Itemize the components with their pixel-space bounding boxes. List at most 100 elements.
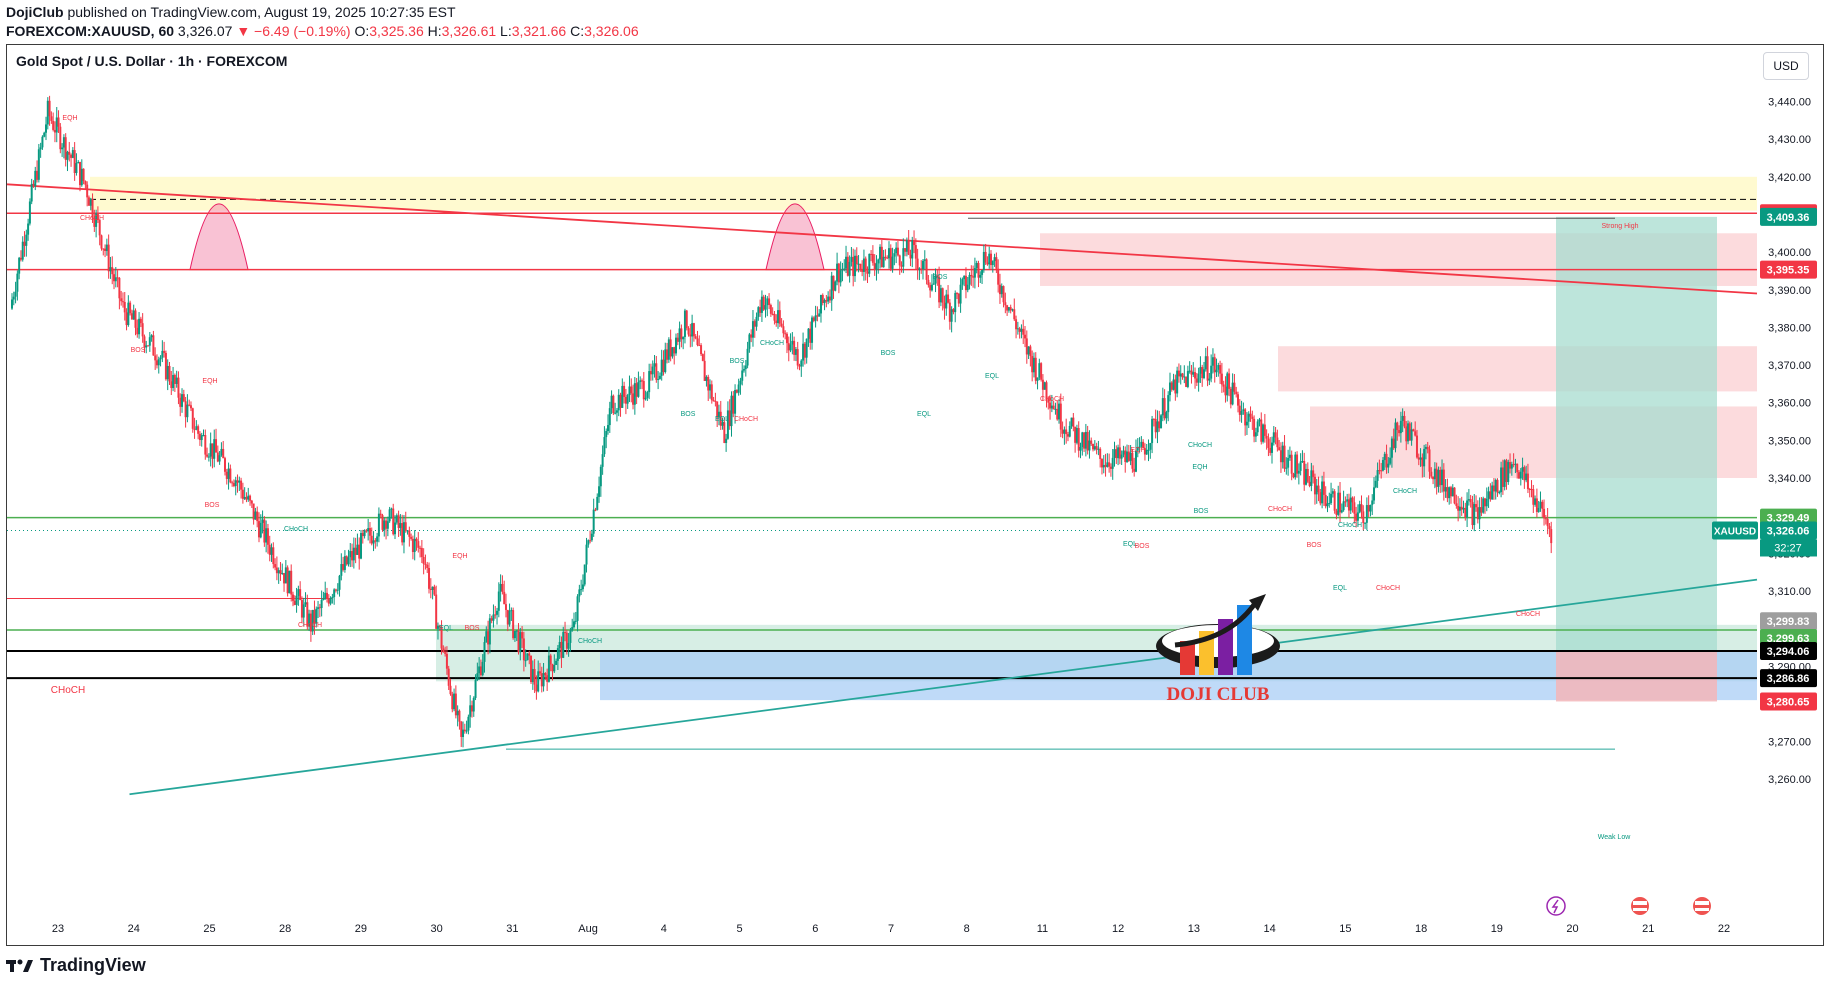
- flag-us-icon-2[interactable]: [1693, 897, 1711, 915]
- candle: [238, 476, 241, 491]
- annotation-label: EQH: [1192, 464, 1207, 471]
- candle: [1007, 306, 1010, 313]
- candle: [1072, 412, 1075, 432]
- candle: [45, 116, 48, 141]
- candle: [764, 294, 767, 318]
- candle: [657, 371, 660, 390]
- candle-body: [662, 359, 665, 373]
- candle-body: [1401, 415, 1404, 421]
- candle-body: [1274, 432, 1277, 438]
- publisher-name[interactable]: DojiClub: [6, 4, 64, 20]
- candle: [404, 511, 407, 533]
- price-label: 3,294.06: [1760, 641, 1817, 660]
- candle: [1197, 367, 1200, 392]
- candle-body: [1371, 500, 1374, 505]
- candle: [213, 429, 216, 468]
- candle: [921, 259, 924, 280]
- candle: [50, 111, 53, 124]
- candle-body: [739, 380, 742, 385]
- candle-body: [533, 668, 536, 685]
- candle: [309, 610, 312, 642]
- candle: [929, 282, 932, 298]
- candle-body: [1278, 447, 1281, 451]
- candle-body: [1206, 356, 1209, 381]
- candle-body: [504, 604, 507, 610]
- candle-body: [367, 528, 370, 532]
- annotation-label: CHoCH: [1516, 611, 1540, 618]
- candle-body: [1509, 462, 1512, 469]
- candle: [34, 166, 37, 191]
- candle: [1061, 421, 1064, 439]
- candle-body: [721, 422, 724, 426]
- candle: [1324, 486, 1327, 509]
- lightning-icon[interactable]: [1546, 896, 1566, 916]
- candle: [1235, 386, 1238, 398]
- candle: [1485, 487, 1488, 512]
- candle: [714, 392, 717, 407]
- candle: [46, 97, 49, 130]
- candle-body: [510, 610, 513, 612]
- candle: [241, 482, 244, 504]
- candle-body: [653, 363, 656, 367]
- candle-body: [979, 274, 982, 278]
- candle: [623, 381, 626, 404]
- candle: [413, 530, 416, 561]
- tradingview-logo[interactable]: TradingView: [6, 955, 146, 976]
- candle-body: [1050, 405, 1053, 409]
- candle-body: [177, 377, 180, 398]
- candle: [655, 355, 658, 383]
- candle-body: [1208, 378, 1211, 381]
- candle: [62, 134, 65, 159]
- candle-body: [580, 589, 583, 591]
- countdown-text: 32:27: [1774, 542, 1802, 554]
- candle: [270, 543, 273, 562]
- candle-body: [451, 694, 454, 710]
- candle-body: [172, 374, 175, 389]
- candle-body: [669, 339, 672, 357]
- candle-body: [606, 425, 609, 432]
- candle: [1074, 426, 1077, 453]
- candle-body: [956, 293, 959, 295]
- candle-body: [734, 389, 737, 414]
- candle: [268, 535, 271, 562]
- candle: [990, 250, 993, 270]
- candle-body: [1083, 432, 1086, 449]
- trendline-teal[interactable]: [129, 578, 1758, 796]
- candle-body: [114, 277, 117, 282]
- long-stop-zone[interactable]: [1556, 650, 1717, 702]
- x-tick-label: 20: [1566, 923, 1578, 935]
- candle: [338, 574, 341, 597]
- candle: [1229, 386, 1232, 409]
- candle-body: [184, 401, 187, 418]
- candle: [458, 709, 461, 730]
- candle: [1029, 344, 1032, 367]
- candle: [1161, 387, 1164, 422]
- candle: [504, 593, 507, 618]
- candle: [188, 399, 191, 407]
- candle-body: [875, 263, 878, 270]
- candle-body: [266, 528, 269, 545]
- candle: [513, 630, 516, 642]
- candle: [515, 630, 518, 642]
- annotation-label: BOS: [1194, 508, 1209, 515]
- candle-body: [315, 608, 318, 624]
- candle-body: [891, 256, 894, 269]
- candle: [734, 384, 737, 424]
- candle: [1265, 429, 1268, 450]
- candle: [340, 553, 343, 581]
- currency-selector[interactable]: USD: [1763, 52, 1809, 80]
- candle: [805, 338, 808, 364]
- candle-body: [1462, 507, 1465, 510]
- candle: [977, 260, 980, 288]
- candle-body: [447, 668, 450, 686]
- candle: [1204, 347, 1207, 372]
- candle-body: [1161, 398, 1164, 416]
- candle-body: [984, 251, 987, 263]
- candle-body: [564, 632, 567, 634]
- flag-us-icon[interactable]: [1631, 897, 1649, 915]
- trendline-red[interactable]: [6, 183, 1758, 295]
- candle: [956, 292, 959, 300]
- candle: [1437, 466, 1440, 493]
- candle-body: [1100, 458, 1103, 468]
